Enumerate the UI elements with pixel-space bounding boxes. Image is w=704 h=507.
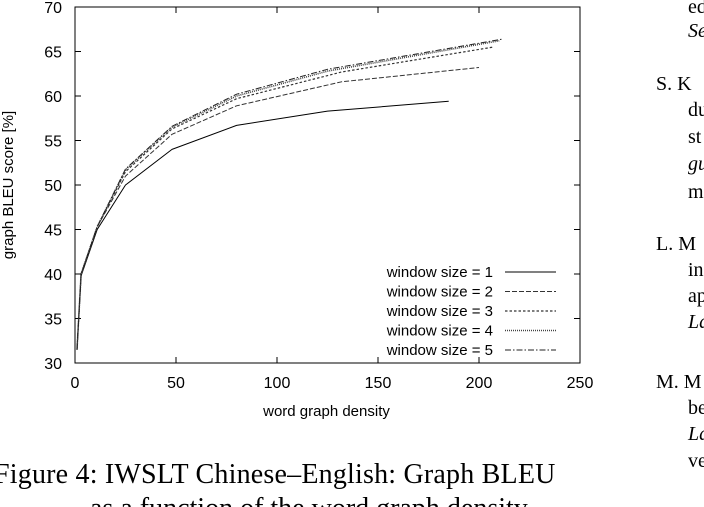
y-tick-label: 35 [44,312,62,329]
reference-fragment: du [688,99,704,121]
plot-frame [74,6,581,364]
y-tick-label: 65 [44,45,62,62]
reference-fragment: M. M [656,371,702,393]
y-tick-label: 70 [44,0,62,17]
reference-fragment: m [688,181,704,203]
x-tick-label: 100 [264,375,291,392]
bleu-density-chart: 0 50 100 150 200 250 30 35 40 45 50 55 60 65 70 word gr… [0,0,594,420]
legend-label-1: window size = 1 [386,264,493,281]
x-tick-label: 200 [466,375,493,392]
reference-fragment: La [688,311,704,333]
figure-caption: Figure 4: IWSLT Chinese–English: Graph B… [0,458,640,507]
y-tick-label: 60 [44,89,62,106]
series-line-5 [76,38,504,350]
x-tick-label: 250 [567,375,594,392]
reference-fragment: ap [688,285,704,307]
reference-fragment: ve [688,450,704,472]
y-tick-label: 30 [44,356,62,373]
reference-fragment: be [688,397,704,419]
y-tick-label: 45 [44,223,62,240]
x-axis-label: word graph density [262,403,390,420]
y-tick-label: 40 [44,267,62,284]
legend-label-3: window size = 3 [386,303,493,320]
legend-label-4: window size = 4 [386,323,493,340]
legend-label-2: window size = 2 [386,284,493,301]
caption-line-1: Figure 4: IWSLT Chinese–English: Graph B… [0,459,556,490]
reference-fragment: S. K [656,73,692,95]
reference-fragment: L. M [656,233,696,255]
reference-fragment: ed [688,0,704,18]
x-tick-label: 0 [71,375,80,392]
reference-fragment: in [688,259,704,281]
caption-line-2: as a function of the word graph density. [90,492,640,507]
y-tick-label: 55 [44,134,62,151]
reference-fragment: st [688,126,702,148]
y-axis-label: graph BLEU score [%] [0,111,17,259]
x-tick-label: 50 [167,375,185,392]
references-column: ed Se S. K du st gu m L. M in ap La M. M be La ve [640,0,704,507]
reference-fragment: Se [688,20,704,42]
y-tick-label: 50 [44,178,62,195]
legend-label-5: window size = 5 [386,342,493,359]
reference-fragment: La [688,423,704,445]
x-tick-label: 150 [365,375,392,392]
reference-fragment: gu [688,153,704,175]
